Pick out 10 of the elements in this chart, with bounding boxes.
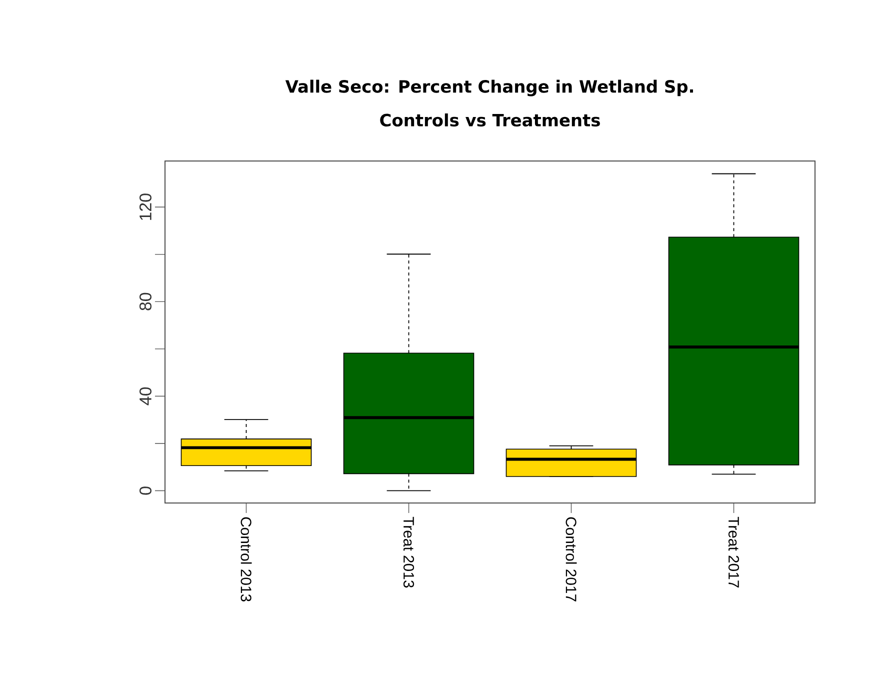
chart-title: Valle Seco: Percent Change in Wetland Sp. [285,80,693,96]
x-tick-label: Treat 2013 [403,516,414,588]
y-tick-label: 0 [139,486,152,495]
x-tick-label: Treat 2017 [728,516,740,588]
x-tick-label: Control 2013 [240,517,252,602]
y-tick-label: 40 [139,387,152,406]
x-tick-label: Control 2017 [566,517,577,602]
chart-subtitle: Controls vs Treatments [380,113,600,127]
y-tick-label: 120 [139,194,152,220]
y-tick-label: 80 [139,292,152,310]
